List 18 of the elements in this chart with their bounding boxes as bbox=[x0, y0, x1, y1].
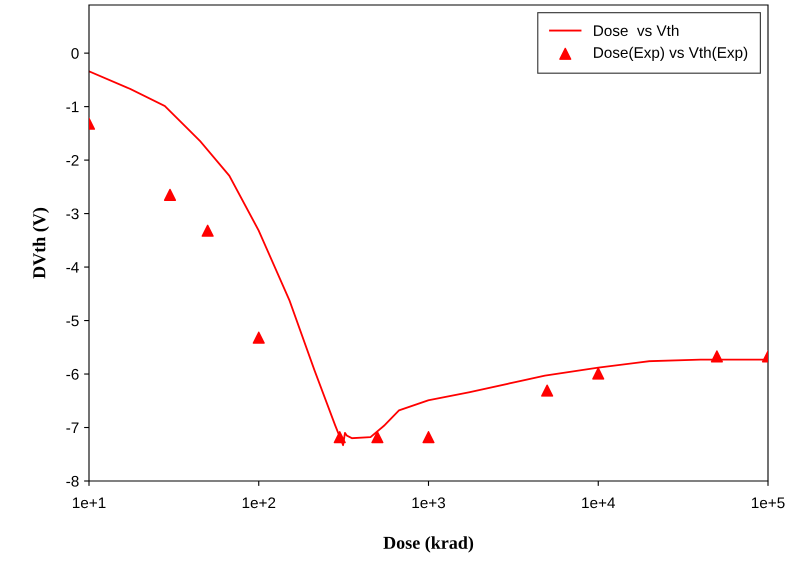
y-tick-label: -1 bbox=[66, 102, 79, 112]
y-axis-title: DVth (V) bbox=[32, 208, 50, 279]
x-tick-label: 1e+1 bbox=[72, 498, 106, 508]
y-tick-label: -6 bbox=[66, 368, 79, 380]
x-tick-label: 1e+5 bbox=[752, 498, 785, 508]
x-axis-title: Dose (krad) bbox=[383, 536, 474, 553]
y-tick-label: -2 bbox=[66, 154, 79, 166]
x-tick-label: 1e+4 bbox=[582, 498, 616, 508]
legend-label: Dose(Exp) vs Vth(Exp) bbox=[594, 46, 748, 61]
y-tick-label: -5 bbox=[66, 316, 79, 326]
y-tick-label: -8 bbox=[66, 476, 79, 487]
legend-label: Dose vs Vth bbox=[594, 24, 678, 36]
y-tick-label: -3 bbox=[66, 208, 79, 220]
x-tick-label: 1e+3 bbox=[412, 497, 446, 508]
y-tick-label: 0 bbox=[71, 48, 79, 59]
y-tick-label: -4 bbox=[66, 262, 79, 273]
y-tick-label: -7 bbox=[66, 422, 79, 434]
x-tick-label: 1e+2 bbox=[242, 497, 276, 508]
